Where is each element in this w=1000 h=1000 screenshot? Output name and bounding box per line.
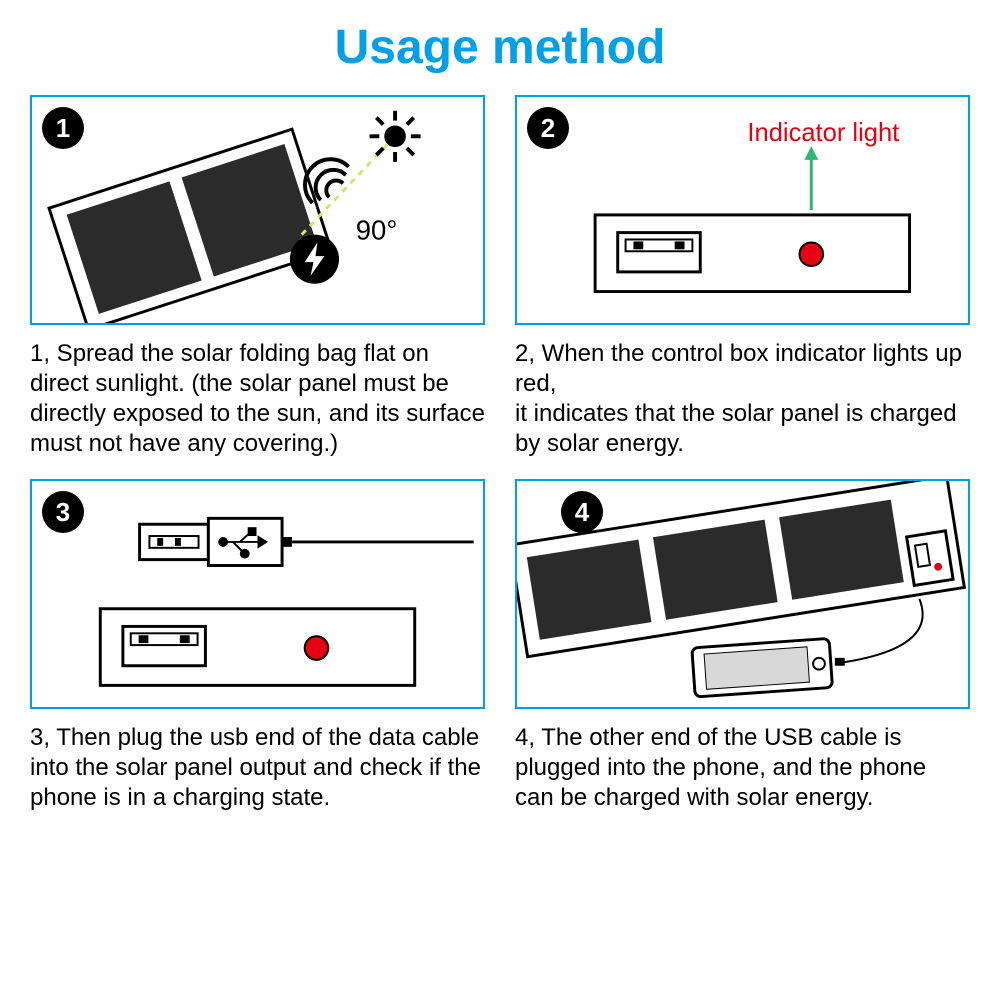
indicator-label: Indicator light xyxy=(747,119,899,147)
cable-icon xyxy=(841,599,923,663)
phone-icon xyxy=(692,638,833,697)
step-2-svg: Indicator light xyxy=(517,97,968,323)
arrow-up-icon xyxy=(804,146,818,210)
step-1: 90° 1 1, Spread the solar folding bag fl… xyxy=(30,95,485,459)
step-3-caption: 3, Then plug the usb end of the data cab… xyxy=(30,723,485,813)
indicator-light-icon xyxy=(799,242,823,266)
step-4-caption: 4, The other end of the USB cable is plu… xyxy=(515,723,970,813)
step-1-diagram: 90° 1 xyxy=(30,95,485,325)
step-2-caption: 2, When the control box indicator lights… xyxy=(515,339,970,459)
angle-label: 90° xyxy=(356,214,398,245)
step-2-diagram: Indicator light 2 xyxy=(515,95,970,325)
usb-plug-icon xyxy=(140,518,474,565)
step-3-diagram: 3 xyxy=(30,479,485,709)
step-badge-2: 2 xyxy=(527,107,569,149)
step-badge-1: 1 xyxy=(42,107,84,149)
step-3-svg xyxy=(32,481,483,707)
step-1-caption: 1, Spread the solar folding bag flat on … xyxy=(30,339,485,459)
step-4: 4 4, The other end of the USB cable is p… xyxy=(515,479,970,813)
indicator-light-icon xyxy=(305,636,329,660)
step-badge-4: 4 xyxy=(561,491,603,533)
step-4-diagram: 4 xyxy=(515,479,970,709)
step-1-svg: 90° xyxy=(32,97,483,323)
step-3: 3 3, Then plug the usb end of the data c… xyxy=(30,479,485,813)
page-title: Usage method xyxy=(30,20,970,75)
step-badge-3: 3 xyxy=(42,491,84,533)
step-2: Indicator light 2 2, W xyxy=(515,95,970,459)
steps-grid: 90° 1 1, Spread the solar folding bag fl… xyxy=(30,95,970,813)
